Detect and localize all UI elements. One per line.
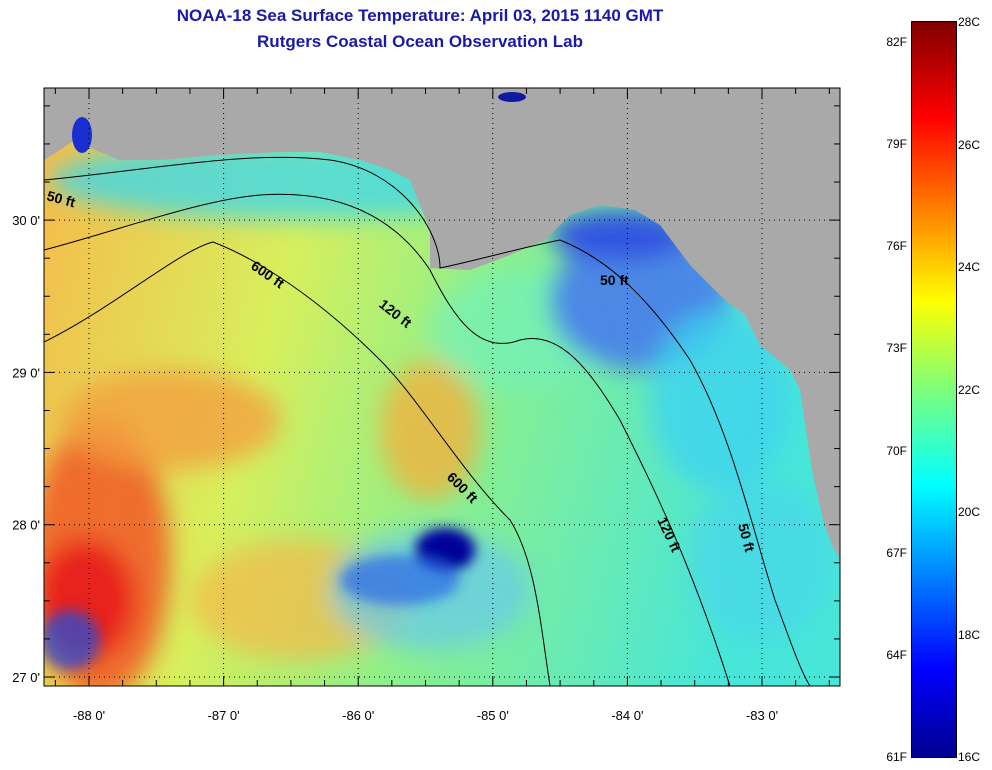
colorbar-celsius-label: 26C — [958, 137, 981, 152]
colorbar-celsius-label: 18C — [958, 627, 981, 642]
colorbar-fahrenheit-label: 79F — [886, 137, 907, 152]
colorbar-fahrenheit-label: 67F — [886, 545, 907, 560]
colorbar-celsius-label: 24C — [958, 260, 981, 274]
colorbar-fahrenheit-label: 70F — [886, 443, 907, 458]
colorbar-celsius-label: 20C — [958, 505, 981, 519]
lon-tick-label: -86 0' — [342, 708, 374, 723]
colorbar-fahrenheit-label: 76F — [886, 239, 907, 254]
colorbar-fahrenheit-label: 64F — [886, 647, 907, 662]
contour-50ft — [44, 156, 811, 686]
temperature-colorbar — [911, 21, 957, 758]
colorbar-celsius-label: 22C — [958, 382, 981, 397]
sst-field — [44, 88, 840, 686]
map-subtitle: Rutgers Coastal Ocean Observation Lab — [257, 32, 583, 51]
lon-tick-label: -84 0' — [611, 708, 643, 723]
contour-label: 50 ft — [600, 272, 629, 288]
land-mass — [44, 88, 840, 560]
contour-label: 50 ft — [735, 522, 758, 554]
lon-tick-label: -83 0' — [746, 708, 778, 723]
contour-label: 50 ft — [45, 187, 77, 210]
colorbar-fahrenheit-label: 61F — [886, 750, 907, 764]
map-frame — [43, 87, 841, 687]
contour-120ft — [44, 193, 731, 686]
lat-tick-label: 28 0' — [12, 518, 40, 533]
contour-600ft — [44, 241, 551, 686]
colorbar-celsius-label: 28C — [958, 15, 981, 29]
map-title: NOAA-18 Sea Surface Temperature: April 0… — [176, 6, 664, 25]
axis-ticks — [44, 88, 840, 686]
lon-tick-label: -87 0' — [208, 708, 240, 723]
colorbar-celsius-label: 16C — [958, 750, 981, 764]
lon-tick-label: -85 0' — [477, 708, 509, 723]
lat-tick-label: 29 0' — [12, 365, 40, 380]
lat-tick-label: 27 0' — [12, 670, 40, 685]
lat-tick-label: 30 0' — [12, 213, 40, 228]
axis-labels: -88 0' -87 0' -86 0' -85 0' -84 0' -83 0' 30 0… — [12, 213, 778, 723]
lon-tick-label: -88 0' — [73, 708, 105, 723]
colorbar-fahrenheit-label: 73F — [886, 341, 907, 356]
colorbar-fahrenheit-label: 82F — [886, 35, 907, 49]
